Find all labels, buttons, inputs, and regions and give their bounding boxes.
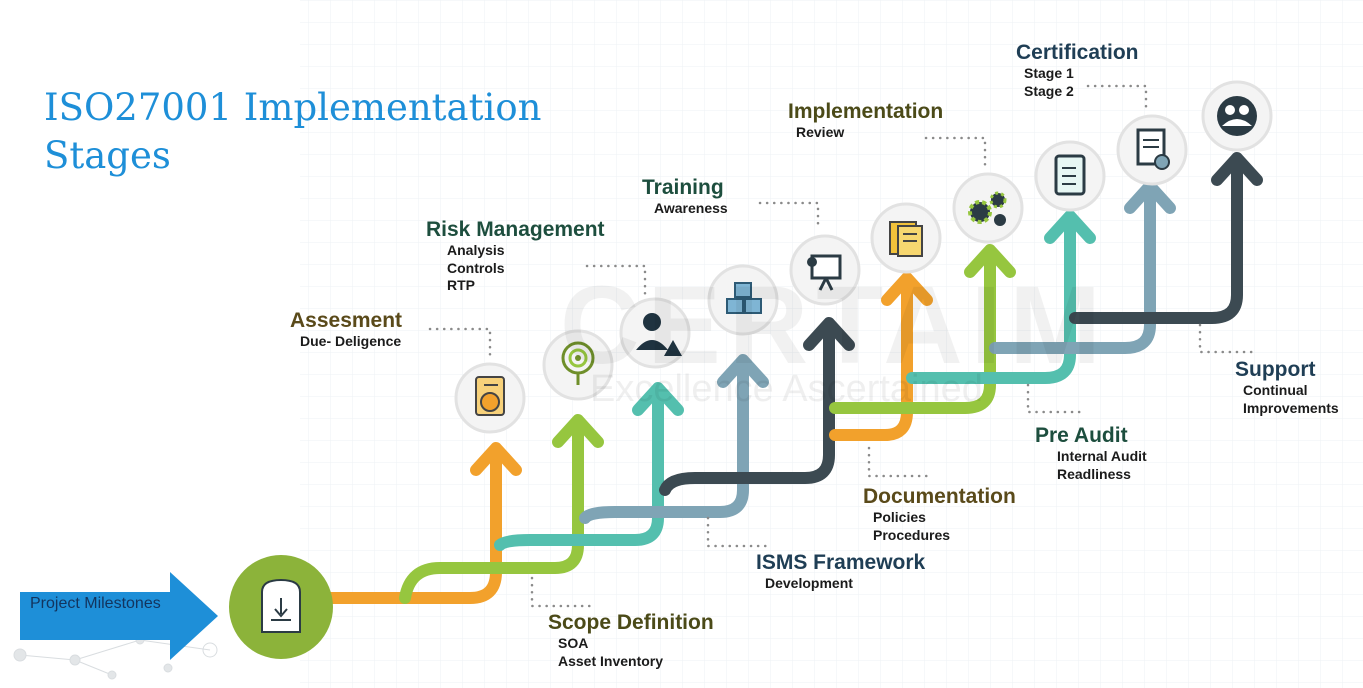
arrowhead-4 [717,354,769,388]
arrowhead-8 [1044,210,1096,244]
leader-implementation [924,136,987,168]
stage-detail: RTP [447,277,475,293]
stage-risk-management: Risk Management Analysis Controls RTP [426,218,605,295]
stage-implementation: Implementation Review [788,100,943,142]
stage-detail: Analysis [447,242,505,258]
cubes-icon [707,264,779,336]
arrowhead-3 [632,382,684,416]
stage-support: Support Continual Improvements [1235,358,1339,417]
arrowhead-7 [964,244,1016,278]
arrowhead-5 [803,317,855,351]
leader-isms [706,516,768,548]
clipboard-chart-icon [454,362,526,434]
ribbon-lime-2 [829,256,996,414]
stage-detail: Continual [1243,382,1308,398]
leader-scope [530,576,592,608]
watermark-logo: CERTAIM [560,264,1109,387]
stage-detail: Asset Inventory [558,652,664,669]
leader-certification [1086,84,1148,115]
arrowhead-10 [1211,152,1263,186]
stage-pre-audit: Pre Audit Internal Audit Readliness [1035,424,1147,483]
stage-detail: Awareness [654,200,728,216]
gears-icon [952,172,1024,244]
leader-training [758,201,820,232]
team-gears-icon [1201,80,1273,152]
arrowhead-6 [881,272,933,306]
stage-detail: SOA [558,635,589,651]
certificate-icon [1116,114,1188,186]
documents-icon [870,202,942,274]
ribbon-lime [399,426,584,604]
stage-title: Training [642,176,724,199]
stage-training: Training Awareness [642,176,728,218]
arrowhead-1 [470,442,522,476]
stage-title: Scope Definition [548,611,714,634]
stage-title: ISMS Framework [756,551,926,574]
stage-detail: Development [765,575,853,591]
person-warning-icon [619,297,691,369]
stage-title: Pre Audit [1035,424,1128,447]
checklist-icon [1034,140,1106,212]
ribbon-slate [579,366,749,524]
stage-detail: Procedures [873,526,951,543]
ribbon-slate-2 [989,192,1156,354]
ribbon-dark-1 [659,329,835,496]
stage-detail: Controls [447,259,505,276]
project-milestones-label: Project Milestones [30,595,161,612]
leader-assesment [428,327,492,360]
stage-detail: Review [796,124,845,140]
ribbon-teal-2 [906,222,1076,384]
stage-title: Assesment [290,309,403,332]
watermark-tagline: Excellence Ascertained [590,368,983,410]
stage-detail: Stage 2 [1024,82,1074,99]
stage-detail: Readliness [1057,465,1131,482]
stage-certification: Certification Stage 1 Stage 2 [1016,41,1139,100]
stage-documentation: Documentation Policies Procedures [863,485,1016,544]
stage-title: Documentation [863,485,1016,508]
network-decoration [13,635,218,680]
stage-detail: Improvements [1243,399,1339,416]
stage-title: Certification [1016,41,1139,64]
target-icon [542,329,614,401]
stage-title: Risk Management [426,218,605,241]
stage-title: Implementation [788,100,944,123]
leader-documentation [867,446,930,478]
arrowhead-2 [552,414,604,448]
stage-title: Support [1235,358,1316,381]
stage-detail: Policies [873,509,926,525]
ribbon-teal [494,394,664,551]
leader-risk [585,264,647,297]
presentation-icon [789,234,861,306]
page-title: ISO27001 Implementation Stages [44,86,542,177]
stage-detail: Stage 1 [1024,65,1074,81]
stage-detail: Due- Deligence [300,333,402,349]
milestone-arrow-shape [20,572,218,660]
ribbon-dark-2 [1069,164,1243,324]
stage-scope-definition: Scope Definition SOA Asset Inventory [548,611,714,670]
arrowhead-9 [1124,180,1176,214]
milestone-start-icon [229,555,333,659]
stage-isms-framework: ISMS Framework Development [756,551,925,593]
icon-circles [454,80,1273,434]
stage-assesment: Assesment Due- Deligence [290,309,402,351]
stage-detail: Internal Audit [1057,448,1147,464]
